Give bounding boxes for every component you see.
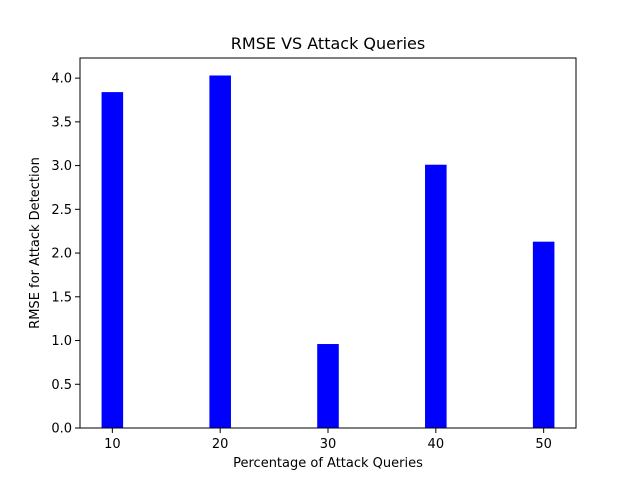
y-tick-label: 0.0 [51,422,72,437]
x-axis-label: Percentage of Attack Queries [233,456,423,471]
bar-50 [532,241,555,428]
bars-group [101,75,555,429]
y-axis-ticks: 0.0 0.5 1.0 1.5 2.0 2.5 3.0 3.5 4.0 [51,72,80,437]
x-tick-label: 50 [535,437,552,452]
y-tick-label: 3.0 [51,159,72,174]
plot-area-frame [79,57,577,429]
chart-title: RMSE VS Attack Queries [231,34,425,53]
y-tick-label: 4.0 [51,72,72,87]
bar-40 [425,164,447,429]
y-tick-label: 0.5 [51,378,72,393]
bar-10 [101,92,124,429]
x-tick-label: 30 [320,437,337,452]
y-tick-label: 1.0 [51,334,72,349]
x-tick-label: 20 [212,437,229,452]
y-tick-label: 2.5 [51,203,72,218]
y-tick-label: 1.5 [51,290,72,305]
bar-30 [317,344,339,428]
y-tick-label: 3.5 [51,115,72,130]
x-tick-label: 40 [428,437,445,452]
x-axis-ticks: 10 20 30 40 50 [104,428,552,452]
x-tick-label: 10 [104,437,121,452]
bar-20 [209,75,231,429]
y-tick-label: 2.0 [51,247,72,262]
y-axis-label: RMSE for Attack Detection [28,157,43,329]
